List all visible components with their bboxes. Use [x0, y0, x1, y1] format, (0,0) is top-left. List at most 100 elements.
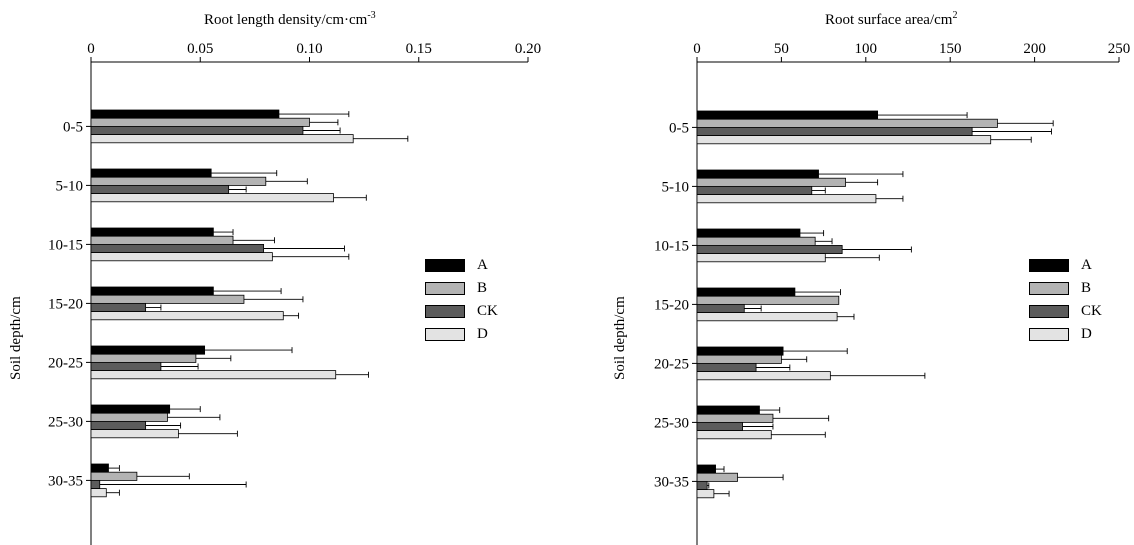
bar-d — [696, 371, 831, 381]
x-tick-label: 0.20 — [515, 41, 541, 57]
bar-a — [90, 404, 171, 414]
bar-d — [90, 311, 284, 321]
chart-title-superscript: 2 — [952, 10, 958, 21]
x-tick-label: 250 — [1108, 41, 1131, 57]
bar-b — [696, 177, 846, 187]
bar-a — [90, 168, 212, 178]
bar-b — [696, 472, 738, 482]
chart-title-superscript: -3 — [367, 10, 376, 21]
bar-ck — [696, 303, 745, 313]
x-tick-label: 0.15 — [406, 41, 432, 57]
bar-d — [696, 489, 715, 499]
bar-d — [696, 430, 772, 440]
bar-b — [90, 412, 168, 422]
y-tick-label: 30-35 — [654, 474, 689, 490]
bar-d — [90, 488, 107, 498]
legend-swatch — [1029, 282, 1069, 295]
bar-ck — [90, 302, 147, 312]
x-tick-label: 150 — [939, 41, 962, 57]
y-tick-label: 0-5 — [669, 120, 689, 136]
bar-a — [696, 346, 784, 356]
bar-ck — [696, 185, 813, 195]
bar-a — [90, 345, 206, 355]
legend-swatch — [425, 259, 465, 272]
legend-swatch — [1029, 328, 1069, 341]
bar-b — [90, 294, 245, 304]
bar-b — [696, 413, 774, 423]
legend-item-b: B — [425, 280, 545, 297]
bar-b — [696, 236, 816, 246]
x-tick-label: 50 — [774, 41, 789, 57]
legend-item-d: D — [1029, 326, 1134, 343]
y-tick-label: 10-15 — [48, 237, 83, 253]
bar-a — [90, 463, 109, 473]
x-tick-label: 200 — [1023, 41, 1046, 57]
bar-ck — [696, 362, 757, 372]
bar-a — [90, 109, 280, 119]
chart-root-surface-area: Root surface area/cm2 Soil depth/cm 0 50 1… — [567, 0, 1134, 545]
legend-item-ck: CK — [1029, 303, 1134, 320]
plot-area: 0 0.05 0.10 0.15 0.20 0-5 5-10 10-15 15-20 20-25 2… — [48, 41, 541, 545]
y-tick-label: 0-5 — [63, 119, 83, 135]
legend-swatch — [425, 328, 465, 341]
bar-d — [90, 429, 179, 439]
legend-label: B — [1081, 280, 1092, 296]
bar-ck — [696, 421, 743, 431]
x-tick-label: 0.10 — [296, 41, 322, 57]
y-tick-label: 10-15 — [654, 238, 689, 254]
chart-title: Root surface area/cm2 — [825, 10, 957, 29]
legend-label: A — [1081, 257, 1092, 273]
y-tick-label: 5-10 — [56, 178, 84, 194]
y-tick-label: 5-10 — [662, 179, 690, 195]
y-tick-label: 15-20 — [48, 296, 83, 312]
bar-ck — [696, 480, 708, 490]
plot-area: 0 50 100 150 200 250 0-5 5-10 10-15 15-20 20-25 25-… — [654, 41, 1131, 545]
bar-ck — [90, 479, 101, 489]
legend-label: CK — [1081, 303, 1102, 319]
x-tick-label: 0.05 — [187, 41, 213, 57]
chart-title: Root length density/cm·cm-3 — [204, 10, 376, 29]
x-tick-label: 100 — [855, 41, 878, 57]
legend-label: A — [477, 257, 488, 273]
bar-b — [90, 176, 267, 186]
bar-d — [90, 252, 273, 262]
bar-d — [90, 134, 354, 144]
legend-label: B — [477, 280, 488, 296]
bar-ck — [696, 127, 973, 137]
bar-d — [696, 194, 877, 204]
legend-item-a: A — [1029, 257, 1134, 274]
chart-title-text: Root surface area/cm — [825, 12, 953, 28]
bar-ck — [90, 184, 230, 194]
legend-swatch — [425, 282, 465, 295]
bar-a — [696, 287, 796, 297]
bar-a — [696, 464, 716, 474]
bar-d — [696, 253, 826, 263]
x-tick-label: 0 — [693, 41, 701, 57]
legend-swatch — [1029, 259, 1069, 272]
bar-b — [90, 471, 138, 481]
bar-b — [90, 353, 197, 363]
bar-d — [696, 135, 992, 145]
legend-item-b: B — [1029, 280, 1134, 297]
bar-a — [90, 286, 214, 296]
y-tick-label: 20-25 — [654, 356, 689, 372]
x-tick-label: 0 — [87, 41, 95, 57]
bar-a — [696, 405, 760, 415]
bar-ck — [90, 126, 304, 136]
bar-d — [90, 193, 334, 203]
bar-a — [696, 228, 801, 238]
bar-ck — [90, 361, 162, 371]
bar-b — [696, 118, 998, 128]
bar-a — [696, 169, 819, 179]
chart-title-text: Root length density/cm·cm — [204, 12, 368, 28]
bar-ck — [90, 243, 265, 253]
y-tick-label: 25-30 — [654, 415, 689, 431]
chart-root-length-density: Root length density/cm·cm-3 Soil depth/c… — [8, 10, 545, 545]
bar-b — [696, 295, 840, 305]
legend-label: D — [1081, 326, 1092, 342]
bar-d — [90, 370, 337, 380]
y-tick-label: 30-35 — [48, 473, 83, 489]
y-tick-label: 25-30 — [48, 414, 83, 430]
legend-swatch — [425, 305, 465, 318]
